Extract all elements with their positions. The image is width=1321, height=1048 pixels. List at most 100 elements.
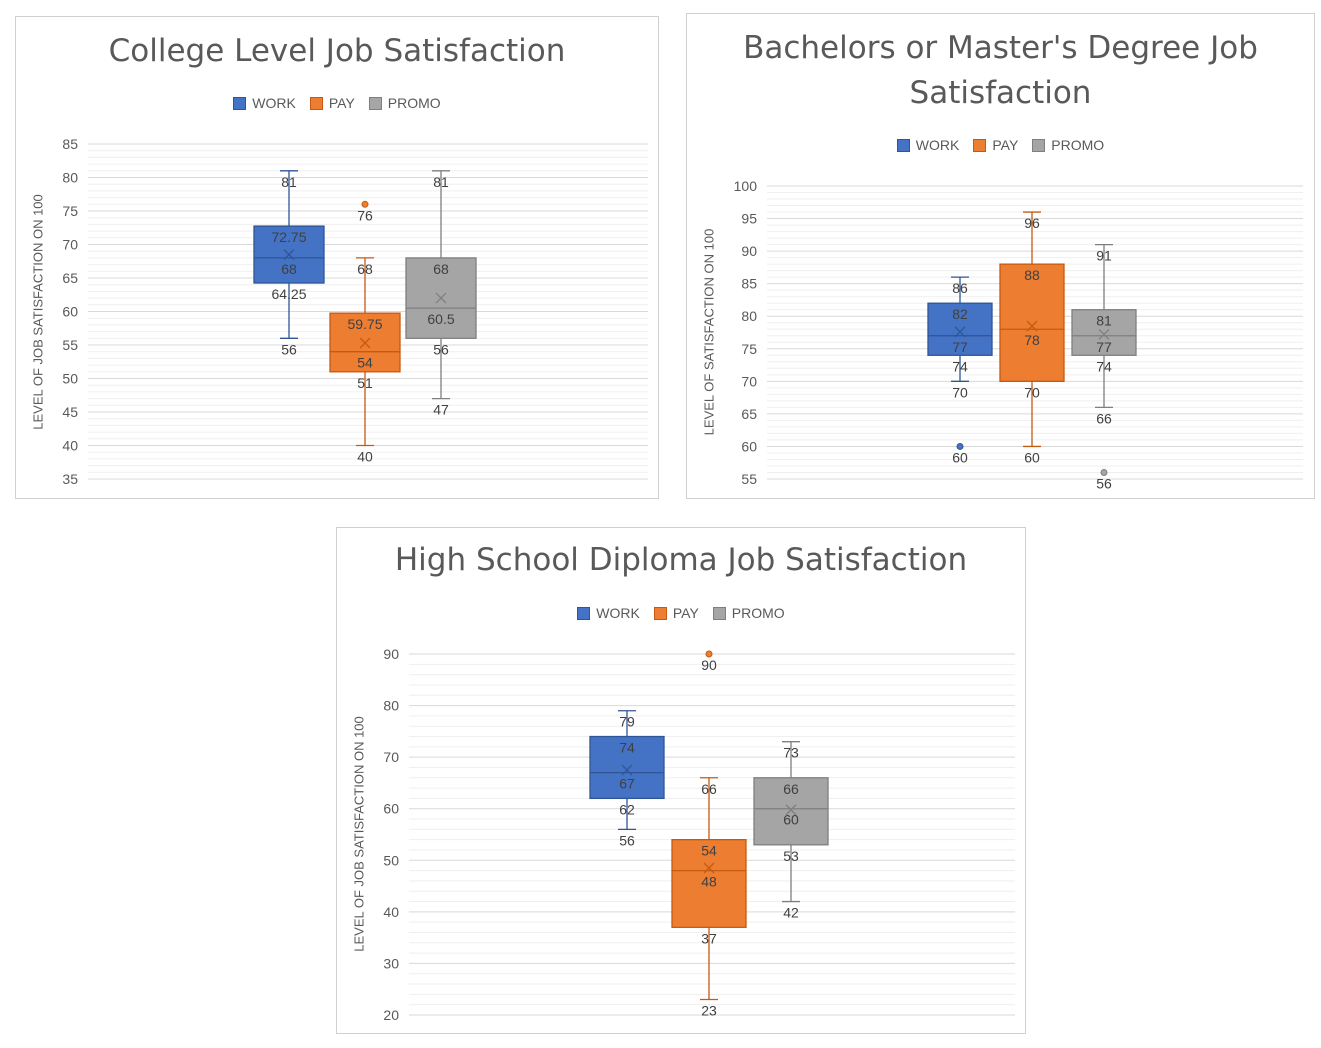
mean-marker [359, 337, 371, 349]
data-label: 56 [281, 341, 297, 357]
data-label: 59.75 [347, 316, 382, 332]
y-tick-label: 80 [62, 170, 78, 186]
data-label: 81 [1096, 313, 1112, 329]
mean-marker [435, 292, 447, 304]
data-label: 62 [619, 801, 635, 817]
data-label: 68 [433, 261, 449, 277]
data-label: 40 [357, 449, 373, 465]
y-tick-label: 50 [383, 852, 399, 868]
y-tick-label: 30 [383, 955, 399, 971]
outlier-point [361, 200, 369, 208]
y-tick-label: 75 [62, 203, 78, 219]
chart-title-line-2: Satisfaction [909, 75, 1092, 111]
data-label: 67 [619, 776, 635, 792]
legend-swatch-work [233, 96, 247, 110]
legend-swatch-pay [653, 606, 667, 620]
legend-label: PAY [328, 95, 355, 111]
y-tick-label: 55 [62, 337, 78, 353]
y-tick-label: 60 [383, 801, 399, 817]
legend-label: PROMO [1051, 137, 1105, 153]
data-label: 60 [952, 449, 968, 465]
legend-label: WORK [915, 137, 960, 153]
data-label: 82 [952, 306, 968, 322]
legend-label: PAY [992, 137, 1019, 153]
box-work [589, 735, 665, 800]
data-label: 78 [1024, 332, 1040, 348]
data-label: 54 [357, 355, 373, 371]
legend-swatch-work [896, 138, 910, 152]
legend-item-pay: PAY [973, 137, 1018, 153]
data-label: 47 [433, 402, 449, 418]
legend-label: PAY [672, 605, 699, 621]
data-label: 51 [357, 375, 373, 391]
data-label: 66 [783, 781, 799, 797]
mean-marker [703, 862, 715, 874]
y-tick-label: 70 [741, 373, 757, 389]
chart-title-line-1: Bachelors or Master's Degree Job [743, 30, 1258, 66]
y-tick-label: 60 [741, 438, 757, 454]
outlier-point [1100, 468, 1108, 476]
data-label: 68 [281, 261, 297, 277]
chart-panel-college: College Level Job Satisfaction WORK PAY … [15, 16, 659, 499]
data-label: 60 [783, 812, 799, 828]
data-label: 70 [1024, 384, 1040, 400]
data-label: 74 [952, 358, 968, 374]
chart-title: College Level Job Satisfaction [108, 33, 566, 69]
legend-item-work: WORK [233, 95, 296, 111]
data-label: 79 [619, 714, 635, 730]
data-label: 68 [357, 261, 373, 277]
y-tick-label: 70 [62, 237, 78, 253]
legend-swatch-promo [712, 606, 726, 620]
data-label: 56 [433, 341, 449, 357]
data-label: 77 [1096, 339, 1112, 355]
y-tick-label: 75 [741, 341, 757, 357]
data-label: 56 [619, 832, 635, 848]
y-tick-label: 85 [741, 276, 757, 292]
plot-area: 20 30 40 50 60 70 80 90 79 74 67 62 56 90 66 54 48 37 23 73… [383, 646, 1015, 1023]
legend-label: WORK [252, 95, 296, 111]
y-tick-label: 40 [62, 438, 78, 454]
data-label: 66 [1096, 410, 1112, 426]
legend-item-pay: PAY [309, 95, 355, 111]
y-tick-label: 90 [741, 243, 757, 259]
plot-area: 35 40 45 50 55 60 65 70 75 80 85 81 72.75 68 64.25 56 76… [62, 136, 648, 487]
y-tick-label: 80 [383, 698, 399, 714]
chart-title: High School Diploma Job Satisfaction [394, 542, 968, 578]
mean-marker [954, 326, 966, 338]
legend-swatch-pay [973, 138, 987, 152]
legend-swatch-promo [1032, 138, 1046, 152]
box-promo [1071, 309, 1137, 356]
y-tick-label: 35 [62, 471, 78, 487]
data-label: 53 [783, 848, 799, 864]
box-pay [671, 839, 747, 928]
chart-panel-high-school: High School Diploma Job Satisfaction WOR… [336, 527, 1026, 1034]
legend: WORK PAY PROMO [16, 95, 658, 111]
data-label: 54 [701, 843, 717, 859]
box-promo [753, 777, 829, 846]
data-label: 77 [952, 339, 968, 355]
data-label: 48 [701, 874, 717, 890]
data-label: 56 [1096, 475, 1112, 491]
y-tick-label: 85 [62, 136, 78, 152]
y-tick-label: 70 [383, 749, 399, 765]
y-tick-label: 100 [734, 178, 758, 194]
mean-marker [621, 764, 633, 776]
y-tick-label: 80 [741, 308, 757, 324]
data-label: 72.75 [271, 229, 306, 245]
data-label: 96 [1024, 215, 1040, 231]
data-label: 81 [281, 174, 297, 190]
data-label: 37 [701, 930, 717, 946]
y-tick-label: 40 [383, 904, 399, 920]
data-label: 90 [701, 657, 717, 673]
mean-marker [283, 249, 295, 261]
y-tick-label: 65 [741, 406, 757, 422]
y-tick-label: 95 [741, 211, 757, 227]
chart-title: Bachelors or Master's Degree Job Satisfa… [687, 26, 1314, 116]
mean-marker [1026, 320, 1038, 332]
legend-label: PROMO [731, 605, 785, 621]
legend-item-promo: PROMO [1032, 137, 1104, 153]
outlier-point [956, 442, 964, 450]
y-tick-label: 20 [383, 1007, 399, 1023]
data-label: 74 [1096, 358, 1112, 374]
legend-label: PROMO [387, 95, 441, 111]
